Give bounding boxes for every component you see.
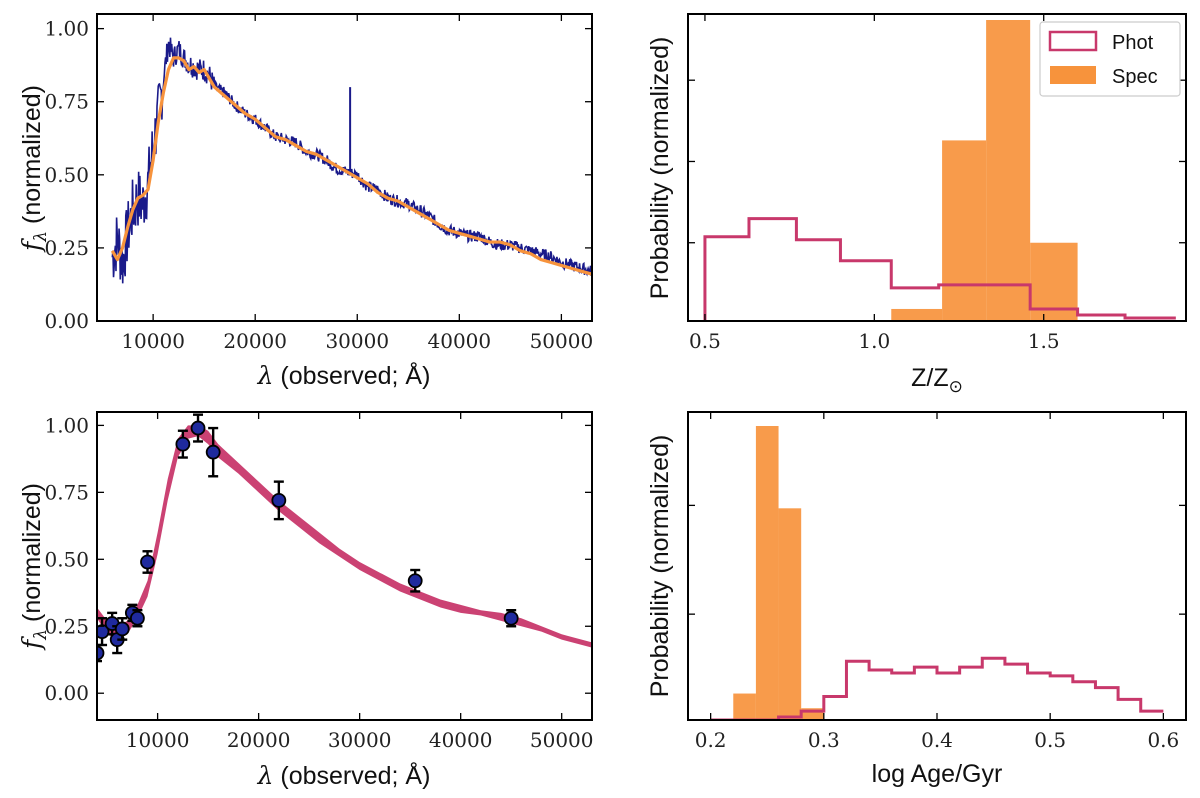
spec-hist-bar xyxy=(986,20,1031,321)
photometry-ytick-label: 0.00 xyxy=(44,681,89,705)
legend-label-spec: Spec xyxy=(1112,66,1158,88)
spectrum-xtick-label: 30000 xyxy=(325,329,389,353)
photometry-point xyxy=(205,444,221,460)
spectrum-xlabel: λ (observed; Å) xyxy=(257,360,431,390)
spectrum-plot-area xyxy=(110,37,592,284)
model-band xyxy=(97,425,592,648)
spectrum-xtick-label: 20000 xyxy=(223,329,287,353)
spectrum-xtick-label: 50000 xyxy=(530,329,594,353)
spectrum-xtick-label: 40000 xyxy=(428,329,492,353)
photometry-panel: 10000 20000 30000 40000 50000 0.00 0.25 0.50 0.7… xyxy=(17,411,594,790)
age-xtick-label: 0.5 xyxy=(1034,728,1066,752)
legend-swatch-phot xyxy=(1048,30,1098,52)
photometry-ytick-label: 0.50 xyxy=(44,547,89,571)
photometry-ytick-label: 0.25 xyxy=(44,614,89,638)
metallicity-plot-area xyxy=(703,20,1176,321)
photometry-point xyxy=(190,420,206,436)
metallicity-xtick-label: 0.5 xyxy=(689,329,721,353)
photometry-xtick-label: 30000 xyxy=(328,728,392,752)
legend: Phot Spec xyxy=(1039,21,1181,97)
spectrum-ytick-label: 0.50 xyxy=(44,163,89,187)
spec-hist-bar xyxy=(891,308,943,321)
metallicity-xlabel: Z/Z⊙ xyxy=(911,364,963,396)
photometry-ytick-label: 0.75 xyxy=(44,480,89,504)
photometry-xtick-label: 20000 xyxy=(227,728,291,752)
metallicity-ylabel: Probability (normalized) xyxy=(646,37,674,300)
model-fit-line xyxy=(110,56,592,276)
photometry-ticks: 10000 20000 30000 40000 50000 0.00 0.25 0.50 0.7… xyxy=(44,412,594,752)
photometry-point xyxy=(114,621,130,637)
spec-hist-bar xyxy=(801,708,824,720)
spectrum-axes-frame xyxy=(96,13,593,322)
photometry-point xyxy=(271,492,287,508)
age-ylabel: Probability (normalized) xyxy=(646,435,674,698)
photometry-point xyxy=(503,610,519,626)
metallicity-axes-frame xyxy=(687,13,1187,322)
spectrum-ticks: 10000 20000 30000 40000 50000 0.00 0.25 0.50 0.7… xyxy=(44,14,593,353)
photometry-xtick-label: 10000 xyxy=(126,728,190,752)
age-xlabel: log Age/Gyr xyxy=(872,760,1003,788)
photometry-xtick-label: 50000 xyxy=(530,728,594,752)
legend-swatch-spec xyxy=(1050,66,1096,84)
metallicity-xtick-label: 1.5 xyxy=(1028,329,1060,353)
phot-hist-step xyxy=(710,656,1164,720)
spectrum-panel: 10000 20000 30000 40000 50000 0.00 0.25 0.50 0.7… xyxy=(17,13,593,390)
photometry-point xyxy=(97,645,105,661)
photometry-point xyxy=(407,573,423,589)
spec-hist-bar xyxy=(755,426,779,720)
legend-label-phot: Phot xyxy=(1112,32,1154,54)
age-plot-area xyxy=(710,426,1164,720)
photometry-xtick-label: 40000 xyxy=(429,728,493,752)
phot-hist-step xyxy=(703,217,1176,321)
photometry-xlabel: λ (observed; Å) xyxy=(257,760,431,790)
metallicity-xtick-label: 1.0 xyxy=(858,329,890,353)
age-xtick-label: 0.3 xyxy=(808,728,840,752)
photometry-axes-frame xyxy=(96,411,593,721)
age-xtick-label: 0.2 xyxy=(695,728,727,752)
photometry-ytick-label: 1.00 xyxy=(44,413,89,437)
spectrum-ylabel: fλ (normalized) xyxy=(17,85,51,253)
metallicity-panel: 0.5 1.0 1.5 Z/Z⊙ Probability (normalized) … xyxy=(646,13,1187,396)
spectrum-ytick-label: 0.00 xyxy=(44,309,89,333)
spec-hist-bar xyxy=(733,693,756,720)
age-ticks: 0.2 0.3 0.4 0.5 0.6 xyxy=(688,412,1186,752)
photometry-point xyxy=(130,610,145,626)
metallicity-ticks: 0.5 1.0 1.5 xyxy=(688,14,1186,353)
spectrum-ytick-label: 1.00 xyxy=(44,17,89,41)
age-xtick-label: 0.4 xyxy=(921,728,953,752)
photometry-point xyxy=(175,436,191,452)
photometry-point xyxy=(97,624,110,640)
spec-hist-bar xyxy=(942,140,987,321)
photometry-plot-area xyxy=(97,413,592,663)
observed-spectrum-line xyxy=(111,37,592,284)
age-panel: 0.2 0.3 0.4 0.5 0.6 log Age/Gyr Probability … xyxy=(646,411,1187,788)
photometry-ylabel: fλ (normalized) xyxy=(17,483,51,651)
spectrum-ytick-label: 0.25 xyxy=(44,236,89,260)
age-xtick-label: 0.6 xyxy=(1147,728,1179,752)
spectrum-ytick-label: 0.75 xyxy=(44,90,89,114)
spec-hist-bar xyxy=(778,508,802,720)
photometry-point xyxy=(140,554,155,570)
spectrum-xtick-label: 10000 xyxy=(121,329,185,353)
